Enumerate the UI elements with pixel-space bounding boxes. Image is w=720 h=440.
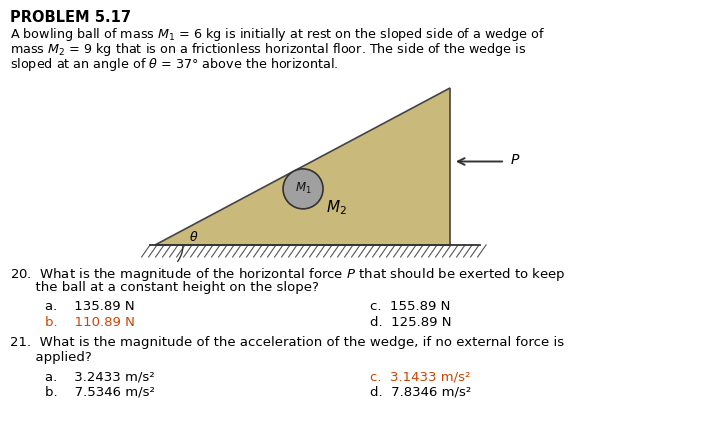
Text: A bowling ball of mass $M_1$ = 6 kg is initially at rest on the sloped side of a: A bowling ball of mass $M_1$ = 6 kg is i…	[10, 26, 545, 43]
Text: $M_1$: $M_1$	[294, 181, 311, 196]
Text: b.    110.89 N: b. 110.89 N	[45, 315, 135, 329]
Text: $P$: $P$	[510, 154, 521, 168]
Text: d.  125.89 N: d. 125.89 N	[370, 315, 451, 329]
Text: a.    3.2433 m/s²: a. 3.2433 m/s²	[45, 370, 155, 383]
Text: PROBLEM 5.17: PROBLEM 5.17	[10, 10, 131, 25]
Polygon shape	[155, 88, 450, 245]
Text: a.    135.89 N: a. 135.89 N	[45, 300, 135, 313]
Circle shape	[283, 169, 323, 209]
Text: $M_2$: $M_2$	[326, 198, 347, 217]
Text: c.  155.89 N: c. 155.89 N	[370, 300, 451, 313]
Text: mass $M_2$ = 9 kg that is on a frictionless horizontal floor. The side of the we: mass $M_2$ = 9 kg that is on a frictionl…	[10, 41, 526, 58]
Text: applied?: applied?	[10, 352, 91, 364]
Text: b.    7.5346 m/s²: b. 7.5346 m/s²	[45, 385, 155, 399]
Text: d.  7.8346 m/s²: d. 7.8346 m/s²	[370, 385, 472, 399]
Text: sloped at an angle of $\theta$ = 37° above the horizontal.: sloped at an angle of $\theta$ = 37° abo…	[10, 56, 338, 73]
Text: $\theta$: $\theta$	[189, 230, 199, 244]
Text: 20.  What is the magnitude of the horizontal force $P$ that should be exerted to: 20. What is the magnitude of the horizon…	[10, 266, 565, 283]
Text: the ball at a constant height on the slope?: the ball at a constant height on the slo…	[10, 282, 319, 294]
Text: 21.  What is the magnitude of the acceleration of the wedge, if no external forc: 21. What is the magnitude of the acceler…	[10, 336, 564, 349]
Text: c.  3.1433 m/s²: c. 3.1433 m/s²	[370, 370, 470, 383]
